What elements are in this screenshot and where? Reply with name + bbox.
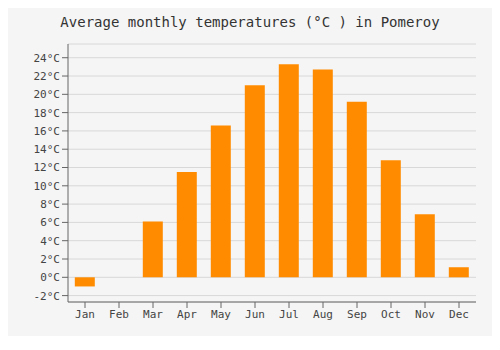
svg-text:Apr: Apr	[177, 308, 197, 321]
svg-text:Mar: Mar	[143, 308, 163, 321]
svg-text:6°C: 6°C	[40, 216, 60, 229]
svg-text:12°C: 12°C	[34, 161, 61, 174]
svg-text:May: May	[211, 308, 231, 321]
svg-text:Dec: Dec	[449, 308, 469, 321]
svg-text:Jan: Jan	[75, 308, 95, 321]
svg-text:16°C: 16°C	[34, 125, 61, 138]
html-text:Average monthly temperatures (: Average monthly temperatures (°C ) in Po…	[60, 14, 440, 30]
svg-text:18°C: 18°C	[34, 107, 61, 120]
svg-text:8°C: 8°C	[40, 198, 60, 211]
svg-text:4°C: 4°C	[40, 235, 60, 248]
svg-text:0°C: 0°C	[40, 271, 60, 284]
svg-text:14°C: 14°C	[34, 143, 61, 156]
svg-text:10°C: 10°C	[34, 180, 61, 193]
svg-text:22°C: 22°C	[34, 70, 61, 83]
svg-text:-2°C: -2°C	[34, 290, 61, 303]
svg-text:Aug: Aug	[313, 308, 333, 321]
svg-text:Jun: Jun	[245, 308, 265, 321]
svg-text:2°C: 2°C	[40, 253, 60, 266]
svg-text:Sep: Sep	[347, 308, 367, 321]
svg-text:Feb: Feb	[109, 308, 129, 321]
svg-text:Nov: Nov	[415, 308, 435, 321]
svg-text:Jul: Jul	[279, 308, 299, 321]
svg-text:Oct: Oct	[381, 308, 401, 321]
svg-text:20°C: 20°C	[34, 88, 61, 101]
svg-text:24°C: 24°C	[34, 52, 61, 65]
